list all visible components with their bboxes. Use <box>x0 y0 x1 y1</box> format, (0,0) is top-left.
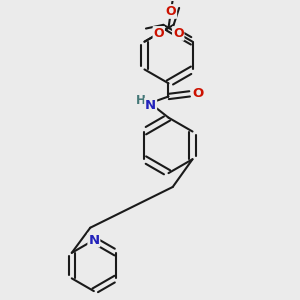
Text: H: H <box>136 94 146 107</box>
Text: O: O <box>193 87 204 100</box>
Text: O: O <box>154 27 164 40</box>
Text: N: N <box>145 99 156 112</box>
Text: O: O <box>166 5 176 18</box>
Text: O: O <box>173 27 184 40</box>
Text: N: N <box>88 234 99 247</box>
